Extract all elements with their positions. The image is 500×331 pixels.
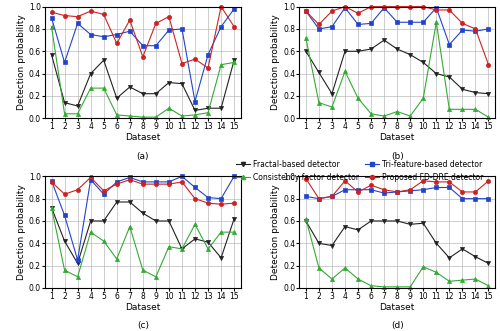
X-axis label: Dataset: Dataset: [380, 133, 415, 142]
X-axis label: Dataset: Dataset: [125, 133, 160, 142]
X-axis label: Dataset: Dataset: [125, 303, 160, 311]
Text: (b): (b): [391, 152, 404, 161]
X-axis label: Dataset: Dataset: [380, 303, 415, 311]
Y-axis label: Detection probability: Detection probability: [272, 15, 280, 110]
Y-axis label: Detection probability: Detection probability: [17, 184, 26, 280]
Text: (d): (d): [391, 321, 404, 330]
Text: (a): (a): [136, 152, 149, 161]
Text: (c): (c): [137, 321, 149, 330]
Y-axis label: Detection probability: Detection probability: [17, 15, 26, 110]
Legend: Fractal-based detector, Consistency factor detector, Tri-feature-based detector,: Fractal-based detector, Consistency fact…: [236, 160, 484, 181]
Y-axis label: Detection probability: Detection probability: [272, 184, 280, 280]
